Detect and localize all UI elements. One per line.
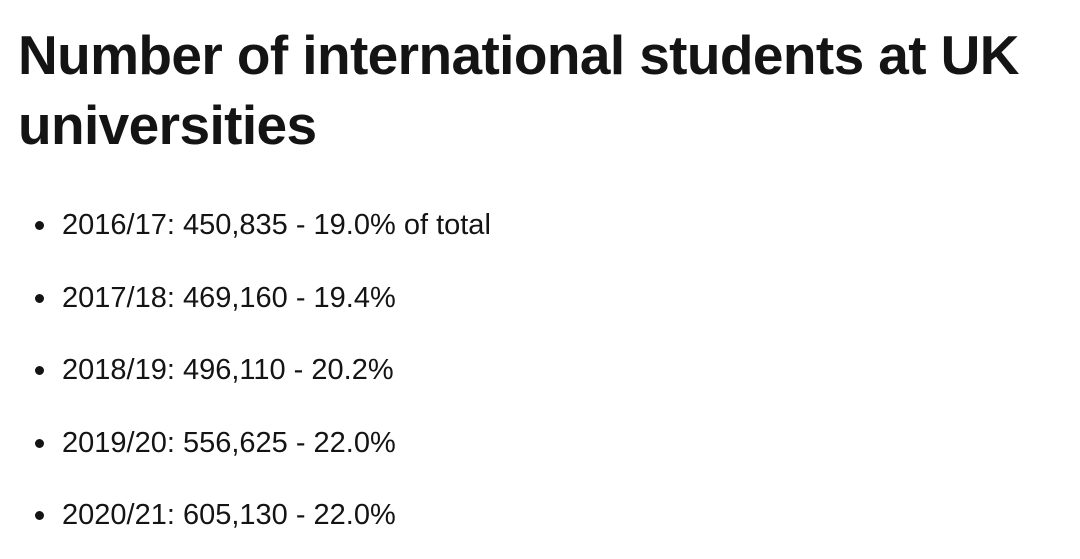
item-text: 2018/19: 496,110 - 20.2% xyxy=(62,354,394,386)
bullet xyxy=(35,511,44,520)
item-text: 2017/18: 469,160 - 19.4% xyxy=(62,281,396,314)
list-item: 2017/18: 469,160 - 19.4% xyxy=(0,262,491,335)
list-item: 2016/17: 450,835 - 19.0% of total xyxy=(0,189,491,262)
list-item: 2020/21: 605,130 - 22.0% xyxy=(0,479,491,552)
item-text: 2016/17: 450,835 - 19.0% of total xyxy=(62,209,491,241)
bullet xyxy=(35,438,44,448)
title: Number of international students at UK u… xyxy=(18,24,1019,156)
bullet xyxy=(35,293,44,303)
bullet xyxy=(35,366,44,375)
list-item: 2018/19: 496,110 - 20.2% xyxy=(0,334,491,407)
list: 2016/17: 450,835 - 19.0% of total 2017/18… xyxy=(0,189,491,552)
item-text: 2020/21: 605,130 - 22.0% xyxy=(62,499,396,531)
list-item: 2019/20: 556,625 - 22.0% xyxy=(0,407,491,480)
bullet xyxy=(35,221,44,230)
item-text: 2019/20: 556,625 - 22.0% xyxy=(62,426,396,459)
